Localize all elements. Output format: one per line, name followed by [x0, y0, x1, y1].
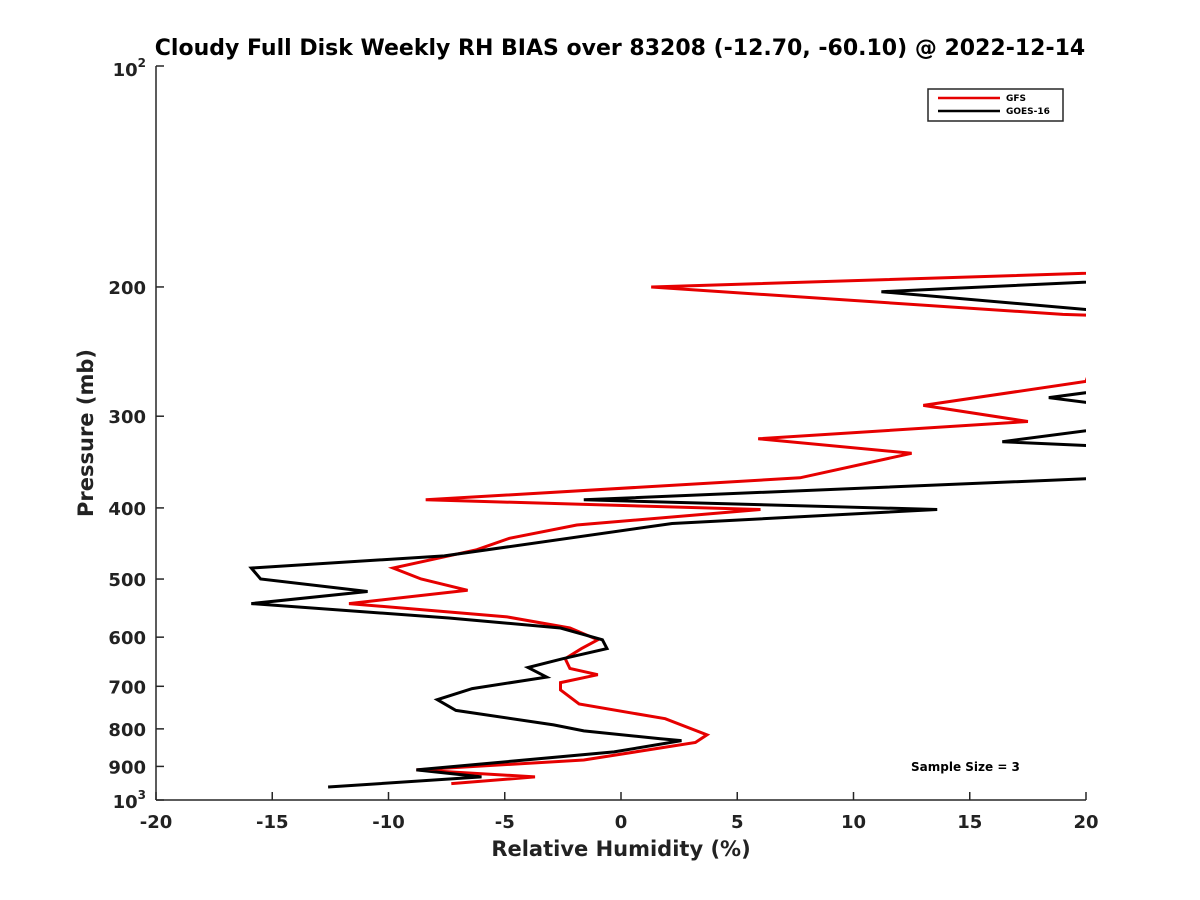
series-line-goes16: [248, 280, 1086, 789]
y-tick-label-bottom: 103: [113, 788, 146, 813]
x-tick-label: 15: [957, 812, 982, 833]
sample-size-annotation: Sample Size = 3: [911, 760, 1020, 774]
y-axis-label: Pressure (mb): [74, 349, 98, 517]
y-tick-top-base: 10: [113, 60, 138, 81]
x-tick-label: 20: [1073, 812, 1098, 833]
series-line-gfs: [348, 271, 1086, 786]
y-tick-label: 700: [108, 677, 146, 698]
y-tick-label: 300: [108, 407, 146, 428]
x-tick-label: -15: [256, 812, 289, 833]
y-tick-label: 500: [108, 570, 146, 591]
series-layer: [248, 271, 1086, 789]
y-tick-bottom-base: 10: [113, 792, 138, 813]
y-tick-label: 600: [108, 628, 146, 649]
y-tick-top-exp: 2: [138, 56, 146, 70]
y-tick-label: 900: [108, 757, 146, 778]
y-tick-label-top: 102: [113, 56, 146, 81]
chart-title: Cloudy Full Disk Weekly RH BIAS over 832…: [155, 36, 1085, 61]
legend-label-gfs: GFS: [1006, 94, 1026, 104]
legend: GFS GOES-16: [927, 88, 1064, 122]
y-tick-bottom-exp: 3: [138, 788, 146, 802]
x-axis-label: Relative Humidity (%): [491, 837, 750, 861]
x-tick-label: 10: [841, 812, 866, 833]
x-tick-label: 5: [731, 812, 744, 833]
x-tick-label: -10: [372, 812, 405, 833]
x-tick-label: -20: [140, 812, 173, 833]
legend-label-goes16: GOES-16: [1006, 107, 1050, 117]
x-tick-label: 0: [615, 812, 628, 833]
y-tick-label: 400: [108, 499, 146, 520]
y-ticks: 200 300 400 500 600 700 800 900: [108, 65, 164, 801]
x-tick-label: -5: [495, 812, 515, 833]
legend-box: [927, 88, 1064, 122]
y-tick-label: 800: [108, 720, 146, 741]
x-ticks: -20 -15 -10 -5 0 5 10 15 20: [140, 792, 1099, 833]
y-tick-label: 200: [108, 278, 146, 299]
